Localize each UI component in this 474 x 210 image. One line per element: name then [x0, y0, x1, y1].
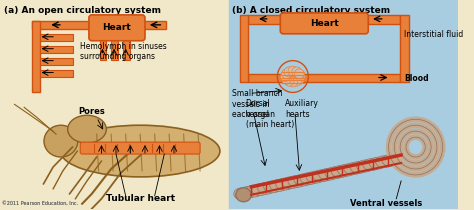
Circle shape [295, 72, 305, 81]
Ellipse shape [350, 161, 368, 173]
Bar [32, 21, 92, 29]
Ellipse shape [264, 181, 282, 193]
Ellipse shape [356, 160, 374, 172]
Ellipse shape [276, 178, 294, 190]
Ellipse shape [240, 186, 256, 198]
Ellipse shape [319, 168, 338, 180]
Circle shape [284, 76, 294, 86]
Bar [248, 15, 400, 24]
Ellipse shape [236, 188, 251, 202]
Ellipse shape [382, 154, 398, 166]
Text: Small branch
vessels in
each organ: Small branch vessels in each organ [232, 89, 283, 119]
Bar [100, 38, 106, 60]
Text: Interstitial fluid: Interstitial fluid [404, 30, 463, 39]
Bar [40, 34, 73, 41]
Ellipse shape [246, 185, 262, 197]
Circle shape [288, 77, 298, 87]
Text: Tubular heart: Tubular heart [106, 194, 175, 203]
Bar [142, 21, 166, 29]
Circle shape [281, 72, 290, 81]
Ellipse shape [294, 174, 313, 186]
Ellipse shape [234, 188, 249, 200]
FancyBboxPatch shape [80, 142, 200, 154]
Ellipse shape [68, 115, 106, 143]
Text: Pores: Pores [79, 107, 105, 116]
Circle shape [292, 67, 301, 77]
Ellipse shape [312, 170, 332, 182]
Ellipse shape [270, 180, 288, 191]
Ellipse shape [44, 125, 78, 157]
Bar [0, 0, 229, 209]
Text: ©2011 Pearson Education, Inc.: ©2011 Pearson Education, Inc. [2, 201, 78, 206]
Circle shape [292, 76, 301, 86]
Bar [40, 58, 73, 65]
Ellipse shape [258, 182, 275, 194]
Ellipse shape [252, 184, 269, 196]
Text: Auxiliary
hearts: Auxiliary hearts [285, 99, 319, 119]
Text: (a) An open circulatory system: (a) An open circulatory system [4, 6, 161, 15]
Bar [32, 21, 40, 92]
Bar [229, 0, 458, 209]
Circle shape [284, 67, 294, 77]
Circle shape [294, 74, 304, 84]
Ellipse shape [325, 167, 344, 179]
Ellipse shape [331, 165, 350, 177]
Ellipse shape [282, 177, 301, 189]
Bar [40, 70, 73, 76]
Bar [111, 38, 118, 60]
Ellipse shape [376, 156, 392, 168]
Ellipse shape [363, 159, 380, 171]
Ellipse shape [337, 164, 356, 176]
Circle shape [294, 69, 304, 79]
Circle shape [282, 74, 291, 84]
Ellipse shape [344, 163, 362, 175]
Ellipse shape [60, 125, 220, 177]
Circle shape [288, 66, 298, 76]
Bar [240, 15, 248, 83]
Text: Ventral vessels: Ventral vessels [350, 199, 423, 208]
FancyBboxPatch shape [89, 15, 145, 41]
Text: ©2011 Pearson Education, Inc.: ©2011 Pearson Education, Inc. [2, 201, 78, 206]
Bar [40, 46, 73, 53]
Bar [248, 74, 400, 83]
Text: (b) A closed circulatory system: (b) A closed circulatory system [232, 6, 390, 15]
Ellipse shape [306, 171, 326, 183]
Text: Heart: Heart [102, 23, 131, 32]
Text: Hemolymph in sinuses
surrounding organs: Hemolymph in sinuses surrounding organs [80, 42, 167, 61]
Bar [400, 15, 409, 83]
Bar [123, 38, 129, 60]
Text: Dorsal
vessel
(main heart): Dorsal vessel (main heart) [246, 99, 294, 129]
Ellipse shape [288, 175, 307, 187]
FancyBboxPatch shape [280, 13, 368, 34]
Text: Blood: Blood [404, 74, 428, 83]
Text: Heart: Heart [310, 19, 338, 28]
Ellipse shape [369, 157, 386, 169]
Circle shape [282, 69, 291, 79]
Ellipse shape [300, 173, 319, 184]
